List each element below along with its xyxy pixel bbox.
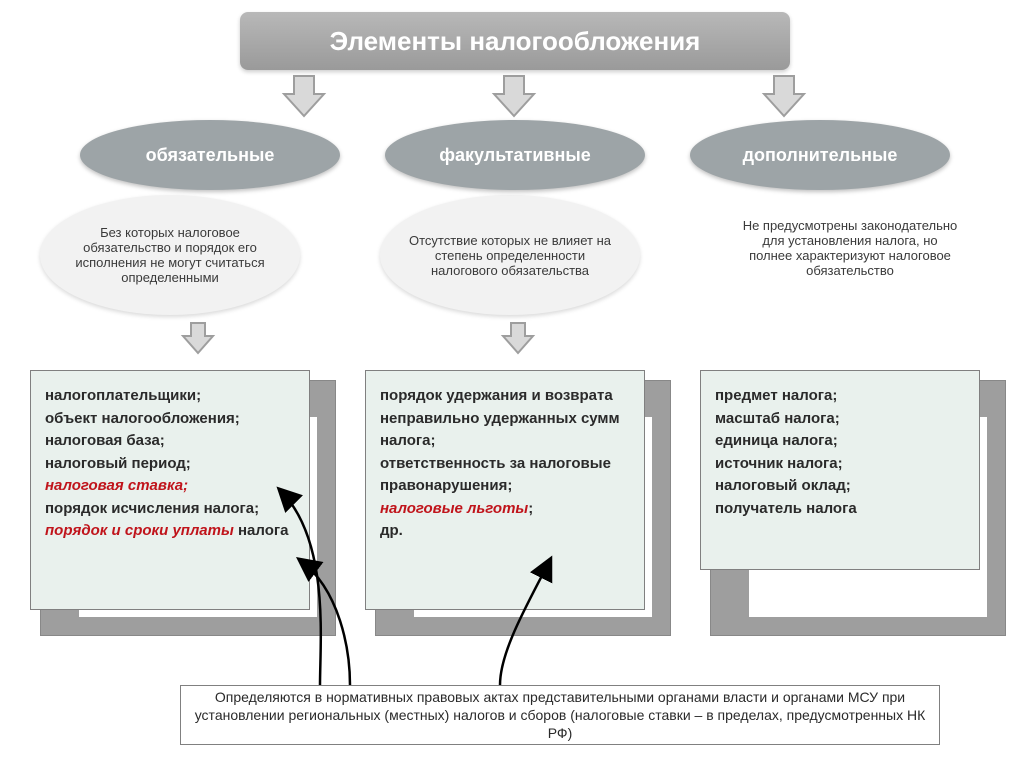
diagram-title: Элементы налогообложения bbox=[240, 12, 790, 70]
card-red1: налоговая ставка; bbox=[45, 477, 188, 494]
card-tail: налога bbox=[238, 522, 289, 539]
arrow-to-additional bbox=[760, 72, 808, 120]
arrow-to-optional bbox=[490, 72, 538, 120]
card-red2: порядок и сроки уплаты bbox=[45, 522, 234, 539]
card-mid: порядок исчисления налога; bbox=[45, 500, 259, 517]
small-arrow-mid bbox=[500, 320, 536, 356]
category-mandatory: обязательные bbox=[80, 120, 340, 190]
footnote: Определяются в нормативных правовых акта… bbox=[180, 685, 940, 745]
arrow-to-mandatory bbox=[280, 72, 328, 120]
card-text: предмет налога; масштаб налога; единица … bbox=[715, 387, 857, 517]
category-optional: факультативные bbox=[385, 120, 645, 190]
card-red1: налоговые льготы bbox=[380, 500, 528, 517]
panel-card: порядок удержания и возврата неправильно… bbox=[365, 370, 645, 610]
card-text: порядок удержания и возврата неправильно… bbox=[380, 387, 620, 494]
panel-card: налогоплательщики; объект налогообложени… bbox=[30, 370, 310, 610]
card-text: налогоплательщики; объект налогообложени… bbox=[45, 387, 240, 472]
panel-optional: порядок удержания и возврата неправильно… bbox=[365, 370, 665, 630]
panel-card: предмет налога; масштаб налога; единица … bbox=[700, 370, 980, 570]
panel-additional: предмет налога; масштаб налога; единица … bbox=[700, 370, 1000, 630]
small-arrow-left bbox=[180, 320, 216, 356]
category-additional: дополнительные bbox=[690, 120, 950, 190]
desc-mandatory: Без которых налоговое обязательство и по… bbox=[40, 195, 300, 315]
panel-mandatory: налогоплательщики; объект налогообложени… bbox=[30, 370, 330, 630]
desc-additional: Не предусмотрены законодательно для уста… bbox=[720, 180, 980, 315]
desc-optional: Отсутствие которых не влияет на степень … bbox=[380, 195, 640, 315]
